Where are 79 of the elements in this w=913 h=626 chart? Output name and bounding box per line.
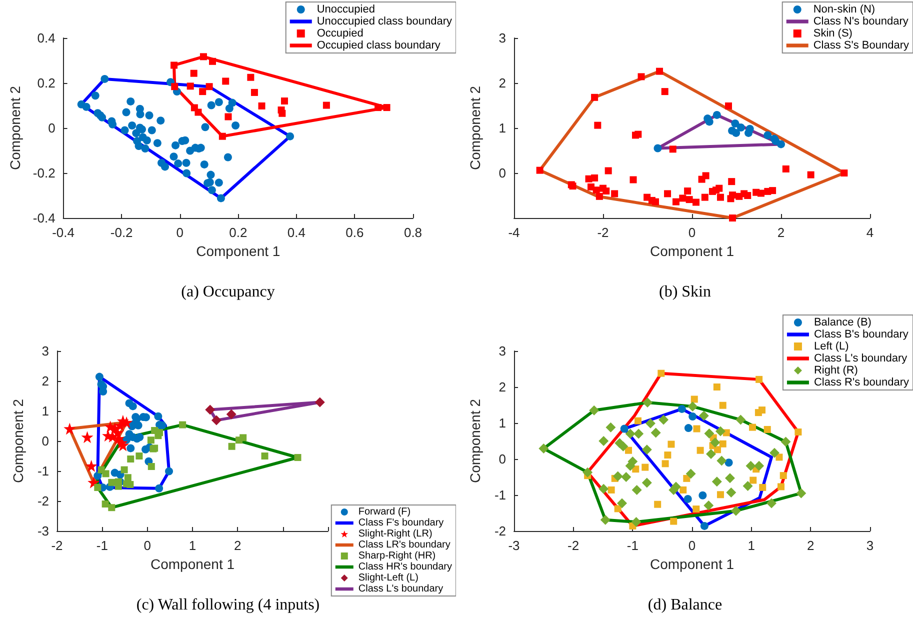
legend-label: Non-skin (N) bbox=[813, 4, 876, 16]
x-tick-label: 0.4 bbox=[287, 225, 306, 240]
text: (c) Wall following (4 inputs) bbox=[136, 596, 320, 614]
y-tick-label: -2 bbox=[37, 494, 49, 508]
x-tick-label: 0.6 bbox=[346, 225, 364, 240]
y-tick-label: 0.4 bbox=[37, 30, 56, 46]
y-tick-label: -1 bbox=[37, 464, 49, 478]
y-tick-label: 2 bbox=[498, 380, 506, 394]
legend-label: Sharp-Right (HR) bbox=[358, 550, 436, 562]
y-axis-title: Component 2 bbox=[467, 398, 483, 484]
y-tick-label: 1 bbox=[42, 404, 49, 418]
y-tick-label: 1 bbox=[498, 120, 506, 136]
x-tick-label: 0 bbox=[688, 225, 696, 240]
legend-label: Balance (B) bbox=[814, 316, 872, 328]
x-tick-label: -2 bbox=[568, 538, 580, 553]
y-tick-label: -2 bbox=[494, 524, 506, 538]
y-tick-label: 0 bbox=[42, 434, 49, 448]
x-tick-label: -2 bbox=[597, 225, 609, 240]
x-tick-label: 1 bbox=[748, 538, 755, 553]
legend-label: Slight-Right (LR) bbox=[358, 528, 432, 540]
x-tick-label: 0.2 bbox=[229, 225, 248, 240]
x-tick-label: 1 bbox=[188, 538, 196, 553]
legend-label: Class N's boundary bbox=[813, 16, 909, 28]
legend-label: Class B's boundary bbox=[814, 328, 909, 340]
y-tick-label: -3 bbox=[37, 524, 49, 538]
legend-label: Unoccupied class boundary bbox=[316, 16, 452, 28]
x-axis-title: Component 1 bbox=[150, 556, 235, 572]
legend-label: Skin (S) bbox=[813, 28, 852, 40]
x-tick-label: -1 bbox=[626, 538, 638, 553]
x-tick-label: 2 bbox=[777, 225, 785, 240]
y-tick-label: 2 bbox=[42, 374, 49, 388]
legend-label: Unoccupied bbox=[316, 4, 375, 16]
x-tick-label: 2 bbox=[807, 538, 814, 553]
text: (d) Balance bbox=[648, 596, 722, 614]
x-tick-label: 4 bbox=[866, 225, 874, 240]
y-tick-label: 0 bbox=[48, 120, 56, 136]
legend-label: Occupied bbox=[316, 28, 364, 40]
legend-label: Class S's Boundary bbox=[813, 40, 910, 52]
x-tick-label: -0.4 bbox=[52, 225, 75, 240]
legend-label: Right (R) bbox=[814, 364, 858, 376]
legend-label: Left (L) bbox=[814, 340, 849, 352]
legend-label: Class L's boundary bbox=[358, 584, 444, 594]
y-axis-title: Component 2 bbox=[10, 398, 26, 484]
legend-label: Class F's boundary bbox=[358, 518, 444, 528]
y-tick-label: -1 bbox=[494, 488, 506, 502]
y-tick-label: -0.4 bbox=[32, 210, 56, 226]
text: (b) Skin bbox=[659, 284, 711, 300]
x-tick-label: -4 bbox=[508, 225, 520, 240]
x-tick-label: 2 bbox=[234, 538, 242, 553]
y-tick-label: 3 bbox=[498, 344, 506, 358]
legend-label: Class R's boundary bbox=[814, 376, 910, 388]
x-tick-label: 0 bbox=[688, 538, 696, 553]
y-tick-label: 0 bbox=[498, 166, 506, 180]
y-tick-label: 0.2 bbox=[37, 76, 56, 90]
y-tick-label: 3 bbox=[42, 344, 49, 358]
x-tick-label: -3 bbox=[508, 538, 520, 553]
x-tick-label: 0 bbox=[176, 225, 184, 240]
legend-label: Slight-Left (L) bbox=[358, 572, 418, 584]
legend-label: Occupied class boundary bbox=[316, 40, 441, 52]
x-tick-label: 0.8 bbox=[404, 225, 422, 240]
x-tick-label: -0.2 bbox=[110, 225, 133, 240]
y-tick-label: 0 bbox=[498, 452, 506, 466]
x-tick-label: -1 bbox=[96, 538, 108, 553]
legend-label: Forward (F) bbox=[358, 506, 411, 518]
y-axis-title: Component 2 bbox=[467, 86, 483, 170]
legend-label: Class LR's boundary bbox=[358, 540, 450, 550]
legend-label: Class L's boundary bbox=[814, 352, 908, 364]
x-axis-title: Component 1 bbox=[650, 556, 734, 572]
y-tick-label: 2 bbox=[498, 76, 506, 90]
text: (a) Occupancy bbox=[181, 284, 275, 300]
x-tick-label: 0 bbox=[144, 538, 151, 553]
y-tick-label: 1 bbox=[498, 416, 506, 430]
legend-label: Class HR's boundary bbox=[358, 562, 452, 572]
x-axis-title: Component 1 bbox=[650, 242, 734, 259]
y-axis-title: Component 2 bbox=[7, 86, 23, 170]
y-tick-label: 3 bbox=[498, 30, 506, 46]
x-axis-title: Component 1 bbox=[196, 242, 280, 259]
x-tick-label: 3 bbox=[866, 538, 874, 553]
y-tick-label: -0.2 bbox=[32, 166, 56, 180]
